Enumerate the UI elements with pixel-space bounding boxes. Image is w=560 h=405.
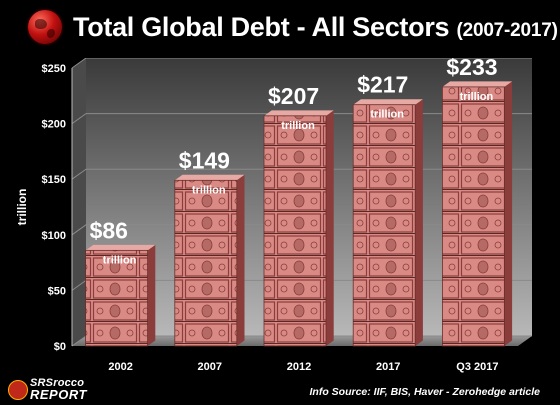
bar-unit-label: trillion	[281, 120, 315, 132]
bar-value-label: $86	[90, 217, 128, 243]
bar-value-label: $149	[179, 147, 230, 173]
bar-2002	[85, 244, 156, 347]
bar-side-face	[236, 174, 245, 346]
x-tick-label: 2002	[108, 361, 132, 373]
gridline	[71, 58, 532, 69]
bar-top-face	[174, 174, 245, 181]
bar-q3-2017	[441, 81, 513, 347]
chart-title-main: Total Global Debt - All Sectors	[73, 12, 450, 42]
logo-brand-text: SRSrocco	[30, 377, 85, 389]
bar-side-face	[504, 81, 513, 347]
bar-front-face	[174, 179, 238, 347]
chart-title-sub: (2007-2017)	[456, 20, 558, 41]
bar-front-face	[352, 104, 416, 347]
bar-2007	[174, 174, 245, 347]
y-tick-label: $0	[54, 341, 66, 353]
chart-side-wall	[72, 58, 86, 346]
y-axis-title: trillion	[15, 189, 29, 226]
bar-unit-label: trillion	[370, 109, 404, 121]
logo-report-text: REPORT	[30, 387, 87, 402]
bar-unit-label: trillion	[103, 254, 137, 266]
bar-value-label: $217	[357, 72, 408, 98]
bar-top-face	[442, 81, 513, 87]
bar-front-face	[85, 249, 148, 347]
title-bar: Total Global Debt - All Sectors (2007-20…	[0, 0, 560, 58]
bar-2017	[352, 99, 423, 347]
bar-side-face	[147, 244, 156, 346]
bar-side-face	[415, 99, 423, 346]
bar-value-label: $233	[446, 58, 497, 80]
bar-unit-label: trillion	[460, 91, 494, 103]
bar-chart: $0 $50 $100 $150 $200 $250 trillion $86 trillion…	[15, 58, 532, 373]
bar-2012	[263, 110, 334, 347]
x-tick-label: Q3 2017	[456, 361, 498, 373]
bar-value-label: $207	[268, 83, 319, 109]
y-tick-label: $200	[42, 119, 66, 131]
bar-top-face	[353, 99, 423, 105]
x-tick-label: 2007	[198, 361, 222, 373]
source-note: Info Source: IIF, BIS, Haver - Zerohedge…	[309, 386, 540, 398]
bar-front-face	[441, 86, 505, 347]
y-tick-label: $150	[42, 174, 66, 186]
x-tick-label: 2012	[287, 361, 311, 373]
chart-title: Total Global Debt - All Sectors (2007-20…	[73, 12, 558, 43]
logo-badge-icon	[8, 380, 28, 400]
y-tick-label: $250	[42, 63, 66, 75]
bar-top-face	[264, 110, 334, 116]
bar-unit-label: trillion	[192, 184, 226, 196]
bar-side-face	[326, 110, 334, 346]
bar-front-face	[263, 115, 327, 347]
y-tick-label: $50	[48, 285, 66, 297]
bar-top-face	[85, 244, 156, 251]
x-tick-label: 2017	[376, 361, 400, 373]
y-tick-label: $100	[42, 230, 66, 242]
srsrocco-report-logo: SRSrocco REPORT	[8, 377, 120, 402]
globe-icon	[28, 10, 62, 44]
